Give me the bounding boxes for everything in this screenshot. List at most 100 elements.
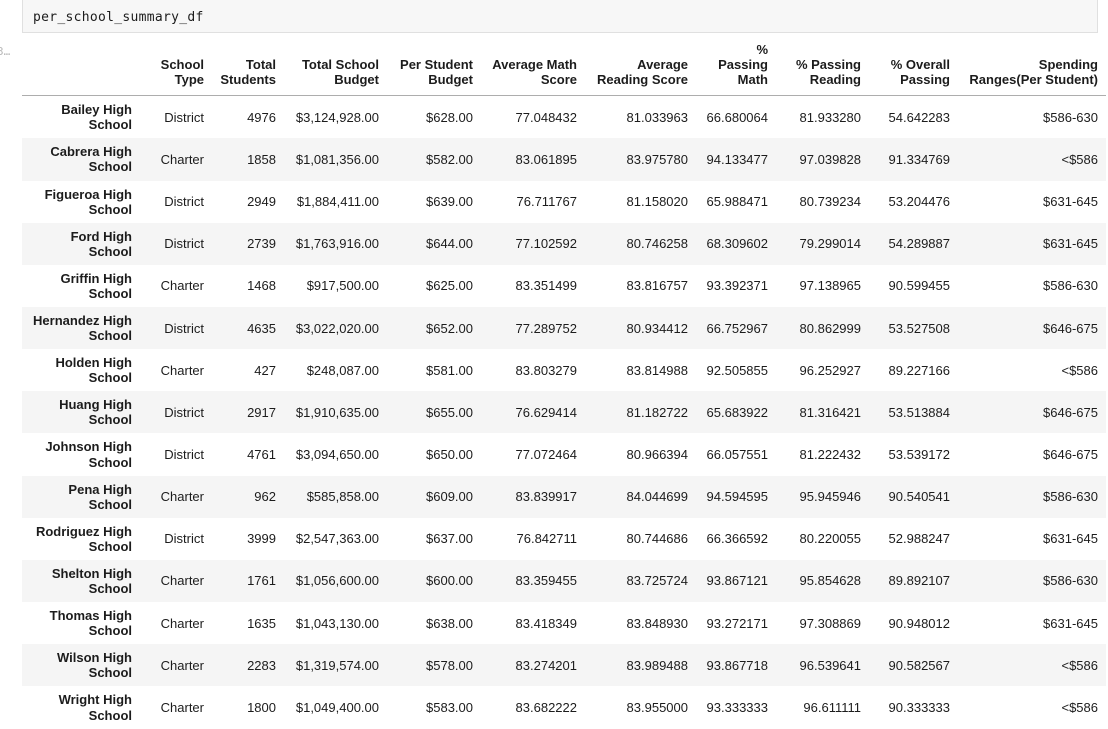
cell: 4761 [247,447,276,463]
cell: 90.582567 [888,657,950,673]
row-label: Cabrera High School [50,144,132,175]
column-header: Average Reading Score [585,38,696,97]
row-label: Bailey High School [61,102,132,133]
cell: 84.044699 [626,489,688,505]
column-header: Total School Budget [284,38,387,97]
table-row: Johnson High School District 4761 $3,094,65… [22,433,1106,475]
cell: 83.359455 [515,573,577,589]
cell: 90.599455 [888,278,950,294]
execution-count: 3… [0,45,11,58]
cell: $1,056,600.00 [295,573,379,589]
code-cell-source[interactable]: per_school_summary_df [33,10,204,25]
cell: 1800 [247,699,276,715]
cell: 76.842711 [516,531,578,547]
cell: 96.252927 [799,362,861,378]
cell: 93.867718 [706,657,768,673]
cell: $1,884,411.00 [296,194,379,210]
cell: 81.182722 [626,404,688,420]
cell: Charter [160,362,204,378]
cell: 91.334769 [888,151,950,167]
cell: 83.955000 [626,699,688,715]
cell: $3,022,020.00 [295,320,379,336]
cell: 80.862999 [799,320,861,336]
cell: 53.527508 [888,320,950,336]
cell: $638.00 [426,615,473,631]
cell: 1761 [247,573,276,589]
cell: 96.539641 [799,657,861,673]
cell: 65.683922 [706,404,768,420]
cell: 1635 [247,615,276,631]
column-header: Average Math Score [481,38,585,97]
cell: $628.00 [426,109,473,125]
row-label: Johnson High School [45,439,132,470]
table-row: Rodriguez High School District 3999 $2,547,… [22,518,1106,560]
cell: 2917 [247,404,276,420]
table-body: Bailey High School District 4976 $3,124,928… [22,96,1106,729]
code-cell-input[interactable]: per_school_summary_df [22,0,1098,33]
cell: 3999 [247,531,276,547]
cell: 94.133477 [706,151,768,167]
cell: Charter [160,278,204,294]
cell: 83.061895 [515,151,577,167]
cell: <$586 [1061,362,1098,378]
row-label: Holden High School [55,355,132,386]
cell: 97.138965 [799,278,861,294]
cell: 1468 [247,278,276,294]
cell: 92.505855 [706,362,768,378]
cell: 83.816757 [626,278,688,294]
cell: 80.934412 [626,320,688,336]
cell: District [164,320,204,336]
table-row: Wright High School Charter 1800 $1,049,400.… [22,686,1106,728]
cell: $639.00 [426,194,473,210]
cell: $1,763,916.00 [295,236,379,252]
cell: 2739 [247,236,276,252]
cell: 77.072464 [515,447,577,463]
cell: $586-630 [1043,278,1098,294]
cell: 90.948012 [888,615,950,631]
table-row: Wilson High School Charter 2283 $1,319,574.… [22,644,1106,687]
table-row: Bailey High School District 4976 $3,124,928… [22,96,1106,139]
cell: $631-645 [1043,615,1098,631]
cell: $637.00 [426,531,473,547]
cell: 90.333333 [888,699,950,715]
cell: $646-675 [1043,320,1098,336]
cell: 77.289752 [515,320,577,336]
dataframe-output-area: School Type Total Students Total School Bu… [22,38,1106,729]
cell: 83.839917 [515,489,577,505]
row-label: Pena High School [68,481,132,512]
row-label: Ford High School [70,228,132,259]
cell: 89.227166 [888,362,950,378]
row-label: Rodriguez High School [35,523,132,554]
cell: 83.814988 [626,362,688,378]
cell: 53.513884 [888,404,950,420]
table-row: Thomas High School Charter 1635 $1,043,130.… [22,602,1106,644]
row-label: Hernandez High School [33,313,132,344]
table-row: Pena High School Charter 962 $585,858.00 $60… [22,475,1106,518]
table-row: Hernandez High School District 4635 $3,022,… [22,307,1106,350]
cell: 93.272171 [706,615,768,631]
cell: Charter [160,615,204,631]
cell: Charter [160,489,204,505]
cell: 1858 [247,151,276,167]
cell: 52.988247 [888,531,950,547]
row-label: Thomas High School [49,608,132,639]
table-row: Holden High School Charter 427 $248,087.00 $… [22,349,1106,391]
cell: 81.033963 [626,109,688,125]
column-header: % Passing Math [696,38,776,97]
table-row: Huang High School District 2917 $1,910,635.… [22,391,1106,434]
cell: 97.039828 [799,151,861,167]
column-header: % Overall Passing [869,38,958,97]
cell: Charter [160,699,204,715]
cell: $3,094,650.00 [295,447,379,463]
cell: 83.975780 [626,151,688,167]
cell: 53.539172 [888,447,950,463]
table-row: Griffin High School Charter 1468 $917,500.0… [22,265,1106,307]
cell: 81.933280 [799,109,861,125]
cell: 95.945946 [799,489,861,505]
cell: District [164,404,204,420]
cell: $1,081,356.00 [295,151,379,167]
cell: 54.642283 [888,109,950,125]
cell: District [164,194,204,210]
cell: 93.867121 [706,573,768,589]
cell: 80.966394 [626,447,688,463]
